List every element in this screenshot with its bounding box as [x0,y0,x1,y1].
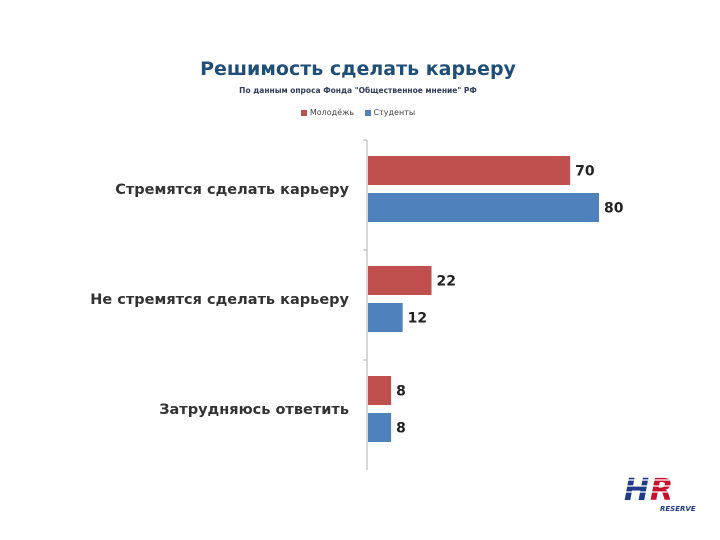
category-label: Не стремятся сделать карьеру [90,292,349,308]
data-label: 22 [437,274,456,290]
chart-subtitle: По данным опроса Фонда "Общественное мне… [239,86,477,95]
data-label: 8 [396,421,406,437]
svg-text:R: R [650,473,673,508]
data-label: 70 [575,164,595,180]
data-label: 12 [408,311,427,327]
legend-item-studenty: Студенты [364,108,416,117]
svg-text:RESERVE: RESERVE [660,505,696,513]
svg-text:H: H [624,473,649,508]
legend-label-studenty: Студенты [373,108,416,117]
legend-swatch-molodezh [300,109,307,116]
bar-molodezh [368,376,392,405]
bar-studenty [368,303,403,332]
category-label: Затрудняюсь ответить [159,402,349,418]
data-label: 80 [604,201,624,217]
category-label: Стремятся сделать карьеру [115,182,349,198]
data-label: 8 [396,384,406,400]
bar-molodezh [368,266,432,295]
chart-title: Решимость сделать карьеру [200,58,516,80]
legend-swatch-studenty [364,109,371,116]
legend-item-molodezh: Молодёжь [300,108,354,117]
chart-legend: Молодёжь Студенты [0,108,716,118]
bar-molodezh [368,156,571,185]
bar-studenty [368,413,392,442]
hr-reserve-logo: H R RESERVE [624,473,696,513]
bar-studenty [368,193,599,222]
legend-label-molodezh: Молодёжь [309,108,354,117]
